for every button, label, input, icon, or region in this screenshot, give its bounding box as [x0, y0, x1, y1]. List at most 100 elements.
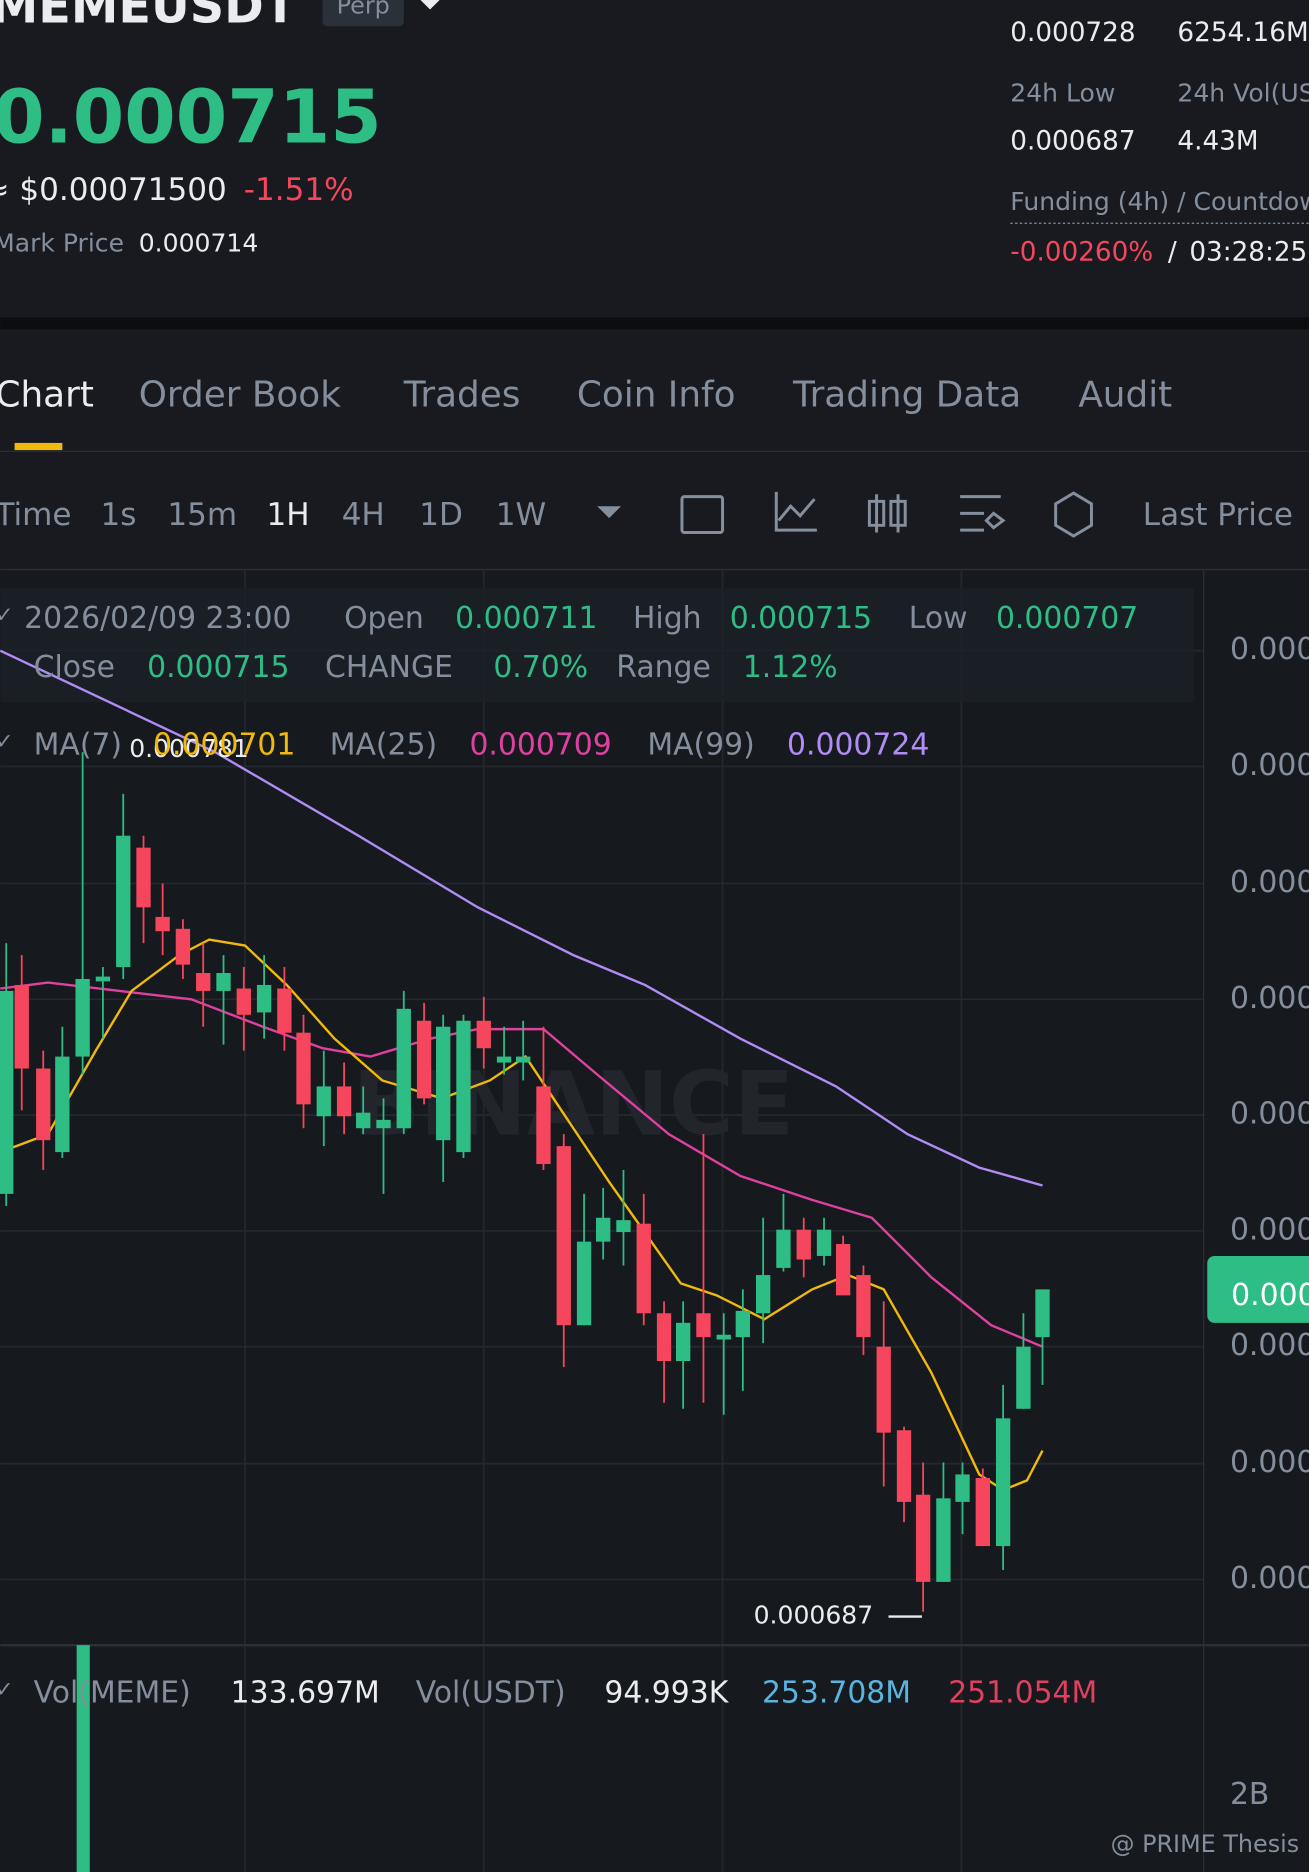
price-tag [1207, 1255, 1309, 1323]
high: 0.000715 [730, 601, 872, 636]
candle-body [995, 1418, 1011, 1547]
candle-body [1035, 1289, 1050, 1338]
candle-body [356, 1112, 371, 1129]
y-tick-label: 0.000 [1230, 1212, 1309, 1247]
ma25-line [0, 981, 1043, 1348]
candle-body [936, 1498, 951, 1582]
badge: Perp [337, 0, 390, 20]
tab[interactable]: Coin Info [577, 374, 736, 415]
candle-body [915, 1494, 931, 1582]
calendar-icon[interactable] [680, 495, 725, 534]
candle-body [576, 1241, 592, 1326]
candles [0, 752, 1050, 1612]
candle-body [696, 1313, 711, 1338]
symbol: MEMEUSDT [0, 0, 297, 35]
check: ✓ [0, 730, 13, 755]
chart: BINANCE 2026/02/09 23:00 ✓ Open 0.000711… [0, 570, 1309, 1872]
change: -1.51% [244, 172, 354, 208]
candle-body [975, 1478, 990, 1547]
candle-body [75, 978, 90, 1057]
candle-body [735, 1310, 751, 1338]
y-tick-label: 0.000 [1230, 748, 1309, 783]
header: MEMEUSDT Perp 0.000715 ≈ $0.00071500 -1.… [0, 0, 1309, 268]
price-type[interactable]: Last Price [1143, 497, 1293, 533]
candle-body [876, 1346, 891, 1433]
candle-body [55, 1056, 70, 1153]
price-tag-label: 0.000 [1231, 1278, 1309, 1313]
usd-price: ≈ $0.00071500 [0, 172, 227, 208]
divider [0, 317, 1309, 330]
hex-icon[interactable] [1054, 491, 1093, 538]
tab[interactable]: Order Book [139, 374, 341, 415]
indicator-icon[interactable] [774, 491, 817, 532]
candle-icon[interactable] [867, 494, 907, 533]
volume-bar [76, 1645, 90, 1872]
interval[interactable]: Time [0, 497, 71, 533]
candle-body [955, 1474, 970, 1502]
low: 0.000707 [996, 601, 1138, 636]
range-label: Range [616, 650, 711, 685]
price: 0.000715 [0, 74, 382, 160]
tabs: Chart Order Book Trades Coin Info Tradin… [0, 374, 1309, 452]
candle-body [675, 1322, 691, 1362]
close: 0.000715 [147, 650, 289, 685]
candle-body [116, 835, 131, 968]
interval[interactable]: 15m [167, 497, 237, 533]
vol-meme-label: Vol(MEME) [34, 1676, 191, 1711]
candle-body [416, 1020, 432, 1099]
change-label: CHANGE [325, 650, 453, 685]
candle-body [896, 1430, 912, 1502]
ma99-label: MA(99) [647, 728, 754, 763]
interval[interactable]: 1W [496, 497, 546, 533]
countdown: 03:28:25 [1189, 238, 1307, 268]
interval[interactable]: 1H [266, 497, 309, 533]
open: 0.000711 [455, 601, 597, 636]
toolbar: Time 1s 15m 1H 4H 1D 1W Last Price [0, 491, 1309, 571]
ma99: 0.000724 [787, 728, 929, 763]
check: ✓ [0, 603, 13, 628]
vol-ma1: 253.708M [762, 1676, 911, 1711]
candle-body [516, 1056, 531, 1063]
candle-body [236, 988, 251, 1015]
open-label: Open [344, 601, 424, 636]
low-label: 24h Low [1010, 78, 1115, 107]
candle-body [596, 1217, 611, 1242]
vol-usdt-label: Vol(USDT) [416, 1676, 566, 1711]
interval[interactable]: 4H [342, 497, 385, 533]
low-label: Low [909, 601, 968, 636]
candle-body [316, 1086, 331, 1117]
sep: / [1168, 238, 1177, 268]
tab-indicator [14, 442, 63, 451]
badge-bg [322, 0, 404, 27]
tab[interactable]: Audit [1078, 374, 1172, 415]
more-icon[interactable] [597, 506, 622, 519]
candle-body [496, 1056, 512, 1063]
close-label: Close [34, 650, 115, 685]
candle-body [656, 1313, 672, 1362]
candle-body [216, 973, 231, 991]
ohlc-panel [0, 587, 1195, 702]
tab[interactable]: Trades [403, 374, 521, 415]
candle-body [14, 984, 29, 1069]
high-label: High [633, 601, 702, 636]
candle-body [816, 1229, 832, 1256]
volume-axis: 2B [1230, 1777, 1269, 1812]
candle-body [456, 1020, 471, 1153]
candle-body [396, 1008, 411, 1129]
tab[interactable]: Chart [0, 374, 94, 415]
range: 1.12% [743, 650, 838, 685]
interval[interactable]: 1s [101, 497, 137, 533]
candle-body [155, 916, 170, 932]
candle-body [376, 1119, 391, 1129]
dropdown-icon[interactable] [420, 0, 440, 10]
settings-icon[interactable] [960, 495, 1006, 532]
credit: @ PRIME Thesis [1111, 1830, 1300, 1858]
vol-ma2: 251.054M [948, 1676, 1097, 1711]
candle-body [536, 1086, 551, 1165]
interval[interactable]: 1D [419, 497, 463, 533]
tab[interactable]: Trading Data [792, 374, 1021, 415]
y-tick-label: 0.000 [1230, 865, 1309, 900]
candle-body [755, 1275, 771, 1314]
candle-body [556, 1146, 571, 1326]
